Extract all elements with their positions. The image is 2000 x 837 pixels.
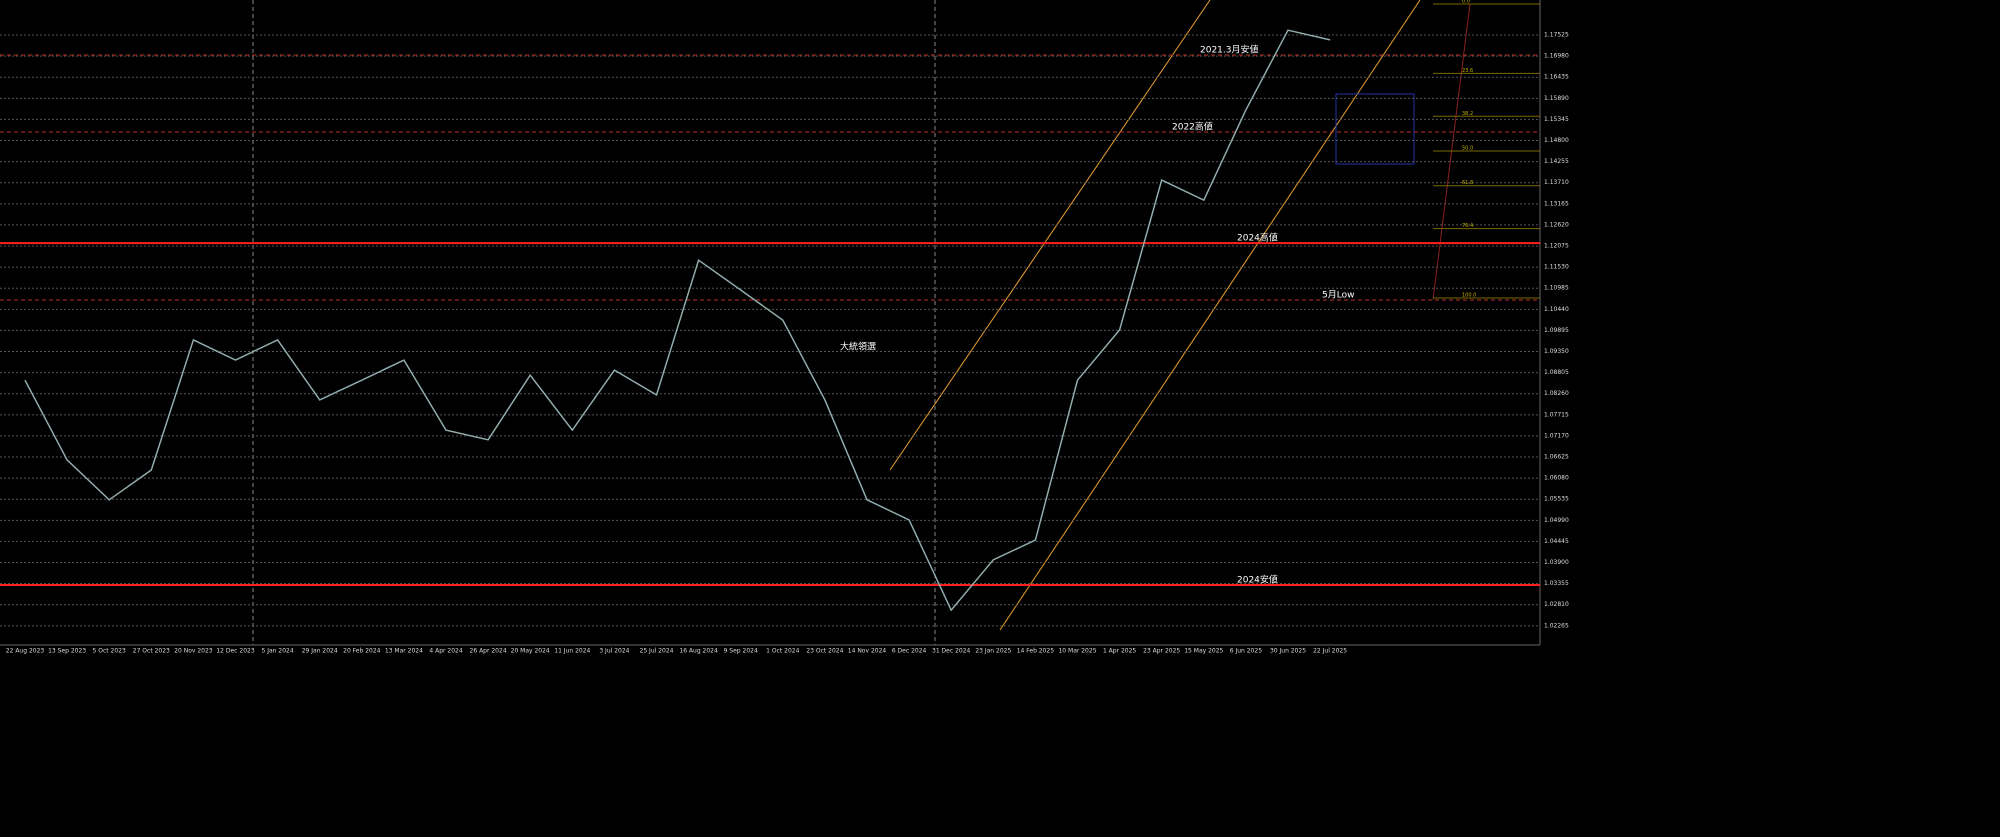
x-tick-label: 20 May 2024 xyxy=(511,648,550,655)
y-tick-label: 1.15345 xyxy=(1544,116,1569,123)
x-tick-label: 23 Jan 2025 xyxy=(975,648,1011,655)
x-tick-label: 6 Dec 2024 xyxy=(892,648,927,655)
y-tick-label: 1.07170 xyxy=(1544,432,1569,439)
y-tick-label: 1.02810 xyxy=(1544,601,1569,608)
y-tick-label: 1.12620 xyxy=(1544,221,1569,228)
y-tick-label: 1.03355 xyxy=(1544,580,1569,587)
y-tick-label: 1.03900 xyxy=(1544,559,1569,566)
box xyxy=(1335,93,1415,165)
fib-label: 61.8 xyxy=(1462,180,1473,186)
x-tick-label: 20 Nov 2023 xyxy=(174,648,213,655)
level-label: 2024安値 xyxy=(1237,573,1278,585)
x-tick-label: 5 Oct 2023 xyxy=(93,648,126,655)
price-line xyxy=(24,29,1331,612)
fib-label: 50.0 xyxy=(1462,146,1473,152)
x-tick-label: 29 Jan 2024 xyxy=(302,648,338,655)
x-tick-label: 13 Sep 2023 xyxy=(48,648,86,655)
x-tick-label: 30 Jun 2025 xyxy=(1270,648,1306,655)
level-label: 2024高値 xyxy=(1237,232,1278,244)
x-tick-label: 22 Aug 2023 xyxy=(6,648,45,655)
fib-label: 23.6 xyxy=(1462,68,1473,74)
y-tick-label: 1.08805 xyxy=(1544,369,1569,376)
x-tick-label: 11 Jun 2024 xyxy=(554,648,590,655)
x-tick-label: 31 Dec 2024 xyxy=(932,648,971,655)
fib-label: 100.0 xyxy=(1462,293,1476,299)
x-tick-label: 25 Jul 2024 xyxy=(640,648,674,655)
y-tick-label: 1.12075 xyxy=(1544,243,1569,250)
y-tick-label: 1.06625 xyxy=(1544,454,1569,461)
channel-line xyxy=(999,0,1421,631)
x-tick-label: 23 Oct 2024 xyxy=(806,648,843,655)
y-tick-label: 1.10440 xyxy=(1544,306,1569,313)
y-tick-label: 1.02265 xyxy=(1544,622,1569,629)
y-tick-label: 1.17525 xyxy=(1544,32,1569,39)
y-tick-label: 1.04445 xyxy=(1544,538,1569,545)
x-tick-label: 22 Jul 2025 xyxy=(1313,648,1347,655)
x-tick-label: 12 Dec 2023 xyxy=(216,648,255,655)
fib-label: 76.4 xyxy=(1462,223,1473,229)
x-tick-label: 10 Mar 2025 xyxy=(1058,648,1096,655)
y-tick-label: 1.11530 xyxy=(1544,264,1569,271)
y-tick-label: 1.13165 xyxy=(1544,200,1569,207)
x-tick-label: 15 May 2025 xyxy=(1184,648,1223,655)
x-tick-label: 1 Apr 2025 xyxy=(1103,648,1136,655)
y-tick-label: 1.16435 xyxy=(1544,74,1569,81)
x-tick-label: 5 Jan 2024 xyxy=(262,648,294,655)
x-tick-label: 27 Oct 2023 xyxy=(133,648,170,655)
x-tick-label: 14 Feb 2025 xyxy=(1017,648,1055,655)
y-tick-label: 1.16980 xyxy=(1544,53,1569,60)
y-tick-label: 1.07715 xyxy=(1544,411,1569,418)
y-tick-label: 1.14800 xyxy=(1544,137,1569,144)
level-label: 2022高値 xyxy=(1172,121,1213,133)
y-tick-label: 1.13710 xyxy=(1544,179,1569,186)
y-tick-label: 1.14255 xyxy=(1544,158,1569,165)
y-tick-label: 1.08260 xyxy=(1544,390,1569,397)
x-tick-label: 1 Oct 2024 xyxy=(766,648,799,655)
y-tick-label: 1.09350 xyxy=(1544,348,1569,355)
level-label: 2021.3月安値 xyxy=(1200,43,1259,55)
y-tick-label: 1.09895 xyxy=(1544,327,1569,334)
x-tick-label: 9 Sep 2024 xyxy=(724,648,758,655)
y-tick-label: 1.04990 xyxy=(1544,517,1569,524)
fib-line xyxy=(1432,3,1471,301)
x-tick-label: 3 Jul 2024 xyxy=(599,648,629,655)
y-tick-label: 1.10985 xyxy=(1544,285,1569,292)
y-tick-label: 1.05535 xyxy=(1544,496,1569,503)
x-tick-label: 6 Jun 2025 xyxy=(1230,648,1262,655)
x-tick-label: 23 Apr 2025 xyxy=(1143,648,1180,655)
fib-label: 38.2 xyxy=(1462,111,1473,117)
channel-line xyxy=(889,0,1211,471)
x-tick-label: 26 Apr 2024 xyxy=(470,648,507,655)
fib-label: 0.0 xyxy=(1462,0,1470,5)
zigzag xyxy=(24,29,1331,612)
x-tick-label: 4 Apr 2024 xyxy=(429,648,462,655)
y-tick-label: 1.15890 xyxy=(1544,95,1569,102)
y-tick-label: 1.06080 xyxy=(1544,475,1569,482)
x-tick-label: 16 Aug 2024 xyxy=(679,648,718,655)
level-label: 5月Low xyxy=(1322,290,1354,301)
x-tick-label: 14 Nov 2024 xyxy=(848,648,887,655)
x-tick-label: 13 Mar 2024 xyxy=(385,648,423,655)
x-tick-label: 20 Feb 2024 xyxy=(343,648,381,655)
annotation: 大統領選 xyxy=(840,341,876,353)
